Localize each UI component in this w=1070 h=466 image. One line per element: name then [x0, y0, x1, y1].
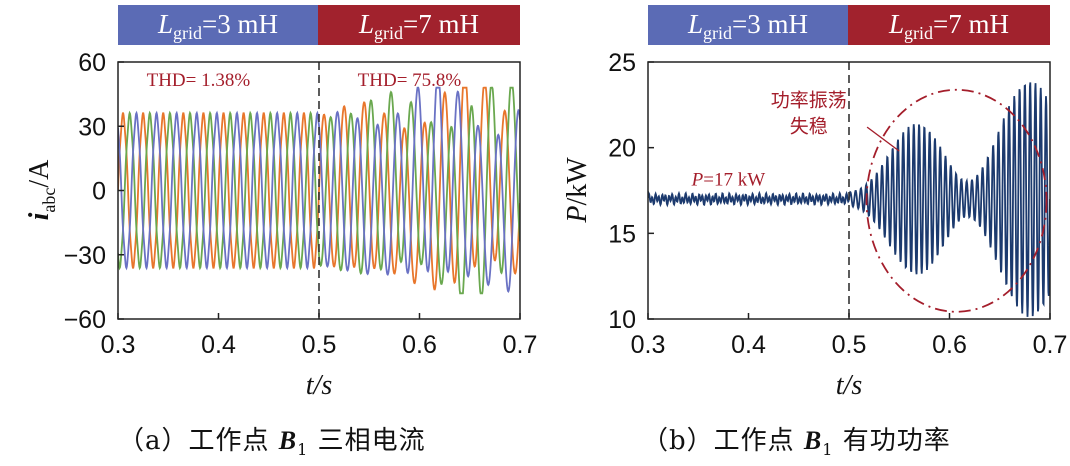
series-line-ib	[118, 86, 520, 295]
x-tick-label: 0.4	[201, 331, 236, 359]
x-tick-label: 0.3	[101, 331, 136, 359]
xlabel-b: t/s	[836, 370, 863, 401]
instability-ellipse	[865, 88, 1048, 313]
x-tick-label: 0.6	[932, 331, 967, 359]
ticks-a: 0.3 0.4 0.5 0.6 0.7 60 30 0 −30 −60	[64, 49, 538, 359]
ticks-b: 0.3 0.4 0.5 0.6 0.7 25 20 15 10	[608, 49, 1067, 359]
ylabel-b: P/kW	[562, 157, 593, 224]
caption-a: （a）工作点 B1 三相电流	[118, 426, 426, 460]
x-tick-label: 0.6	[402, 331, 437, 359]
y-tick-label: 0	[92, 178, 106, 206]
band-a-left	[118, 5, 318, 45]
x-tick-label: 0.7	[1033, 331, 1068, 359]
band-b-left	[648, 5, 848, 45]
band-b-left-label: Lgrid=3 mH	[687, 9, 808, 43]
xlabel-a: t/s	[306, 370, 333, 401]
caption-b: （b）工作点 B1 有功功率	[642, 426, 951, 460]
band-b-right	[848, 5, 1050, 45]
band-b-right-label: Lgrid=7 mH	[888, 9, 1009, 43]
oscillation-annotation-line1: 功率振荡	[771, 90, 847, 112]
y-tick-label: 20	[608, 135, 636, 163]
y-tick-label: −30	[64, 242, 106, 270]
band-a-left-label: Lgrid=3 mH	[157, 9, 278, 43]
x-tick-label: 0.5	[302, 331, 337, 359]
power-annotation: P=17 kW	[691, 170, 766, 191]
ylabel-a: iabc/A	[24, 159, 59, 221]
panel-a: Lgrid=3 mH Lgrid=7 mH THD= 1.38% THD= 75.…	[24, 5, 537, 401]
oscillation-annotation-line2: 失稳	[790, 116, 828, 138]
band-a-right	[318, 5, 520, 45]
y-tick-label: 30	[78, 113, 106, 141]
y-tick-label: 60	[78, 49, 106, 77]
x-tick-label: 0.3	[631, 331, 666, 359]
annotation-leader	[866, 126, 900, 152]
series-group	[118, 86, 520, 295]
y-tick-label: 25	[608, 49, 636, 77]
thd-annotation: THD= 75.8%	[358, 70, 462, 91]
plot-area-a: THD= 1.38% THD= 75.8%	[118, 62, 520, 319]
band-a-right-label: Lgrid=7 mH	[358, 9, 479, 43]
series-line-ia	[118, 86, 520, 291]
y-tick-label: 10	[608, 306, 636, 334]
y-tick-label: −60	[64, 306, 106, 334]
x-tick-label: 0.5	[832, 331, 867, 359]
thd-annotation: THD= 1.38%	[147, 70, 251, 91]
x-tick-label: 0.7	[503, 331, 538, 359]
x-tick-label: 0.4	[731, 331, 766, 359]
series-line-ic	[118, 86, 520, 294]
y-tick-label: 15	[608, 220, 636, 248]
